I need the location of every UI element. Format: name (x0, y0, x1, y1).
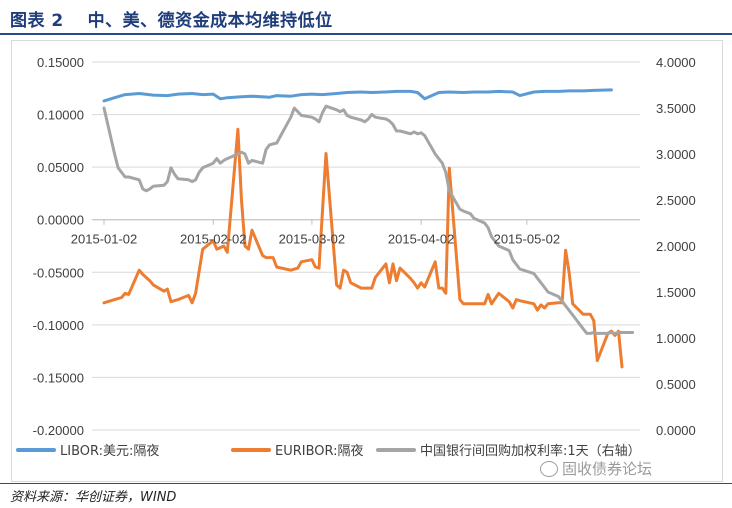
legend-item-euribor: EURIBOR:隔夜 (231, 444, 364, 459)
repo-rate-line (102, 104, 635, 335)
x-tick-label: 2015-03-02 (279, 232, 346, 247)
libor-line (102, 88, 613, 103)
wechat-icon (540, 460, 558, 477)
y-left-tick-label: 0.15000 (37, 55, 84, 70)
y-right-tick-label: 3.5000 (656, 101, 696, 116)
y-right-tick-label: 4.0000 (656, 55, 696, 70)
grid-layer (92, 61, 640, 431)
y-right-tick-label: 0.0000 (656, 423, 696, 438)
legend-label: EURIBOR:隔夜 (275, 444, 364, 459)
legend-label: 中国银行间回购加权利率:1天（右轴） (420, 443, 641, 459)
y-left-tick-label: -0.10000 (33, 318, 84, 333)
y-right-tick-label: 2.0000 (656, 239, 696, 254)
y-right-tick-label: 2.5000 (656, 193, 696, 208)
figure-title: 图表 2 中、美、德资金成本均维持低位 (10, 11, 333, 31)
y-right-tick-label: 0.5000 (656, 377, 696, 392)
euribor-line (102, 127, 624, 369)
series-layer (102, 88, 635, 369)
x-tick-label: 2015-01-02 (71, 232, 138, 247)
x-tick-label: 2015-02-02 (180, 232, 247, 247)
source-note: 资料来源：华创证券，WIND (10, 490, 177, 505)
title-divider (0, 33, 732, 35)
y-right-tick-label: 3.0000 (656, 147, 696, 162)
y-left-tick-label: 0.00000 (37, 213, 84, 228)
legend-item-repo: 中国银行间回购加权利率:1天（右轴） (376, 443, 641, 459)
y-left-tick-label: -0.15000 (33, 370, 84, 385)
source-divider (0, 483, 732, 484)
y-left-tick-label: 0.05000 (37, 160, 84, 175)
legend-label: LIBOR:美元:隔夜 (60, 444, 159, 459)
watermark-text: 固收债券论坛 (562, 460, 653, 478)
ticks-layer: 0.15000 0.10000 0.05000 0.00000 -0.05000 -0.1… (33, 55, 696, 438)
x-tick-label: 2015-04-02 (388, 232, 455, 247)
y-left-tick-label: -0.05000 (33, 265, 84, 280)
chart-frame (11, 40, 723, 482)
watermark: 固收债券论坛 (540, 458, 652, 479)
y-left-tick-label: 0.10000 (37, 108, 84, 123)
x-tick-label: 2015-05-02 (494, 232, 561, 247)
legend-item-libor: LIBOR:美元:隔夜 (16, 444, 159, 459)
legend: LIBOR:美元:隔夜 EURIBOR:隔夜 中国银行间回购加权利率:1天（右轴） (16, 443, 641, 459)
y-left-tick-label: -0.20000 (33, 423, 84, 438)
y-right-tick-label: 1.0000 (656, 331, 696, 346)
figure-header: 图表 2 中、美、德资金成本均维持低位 (0, 0, 732, 35)
y-right-tick-label: 1.5000 (656, 285, 696, 300)
